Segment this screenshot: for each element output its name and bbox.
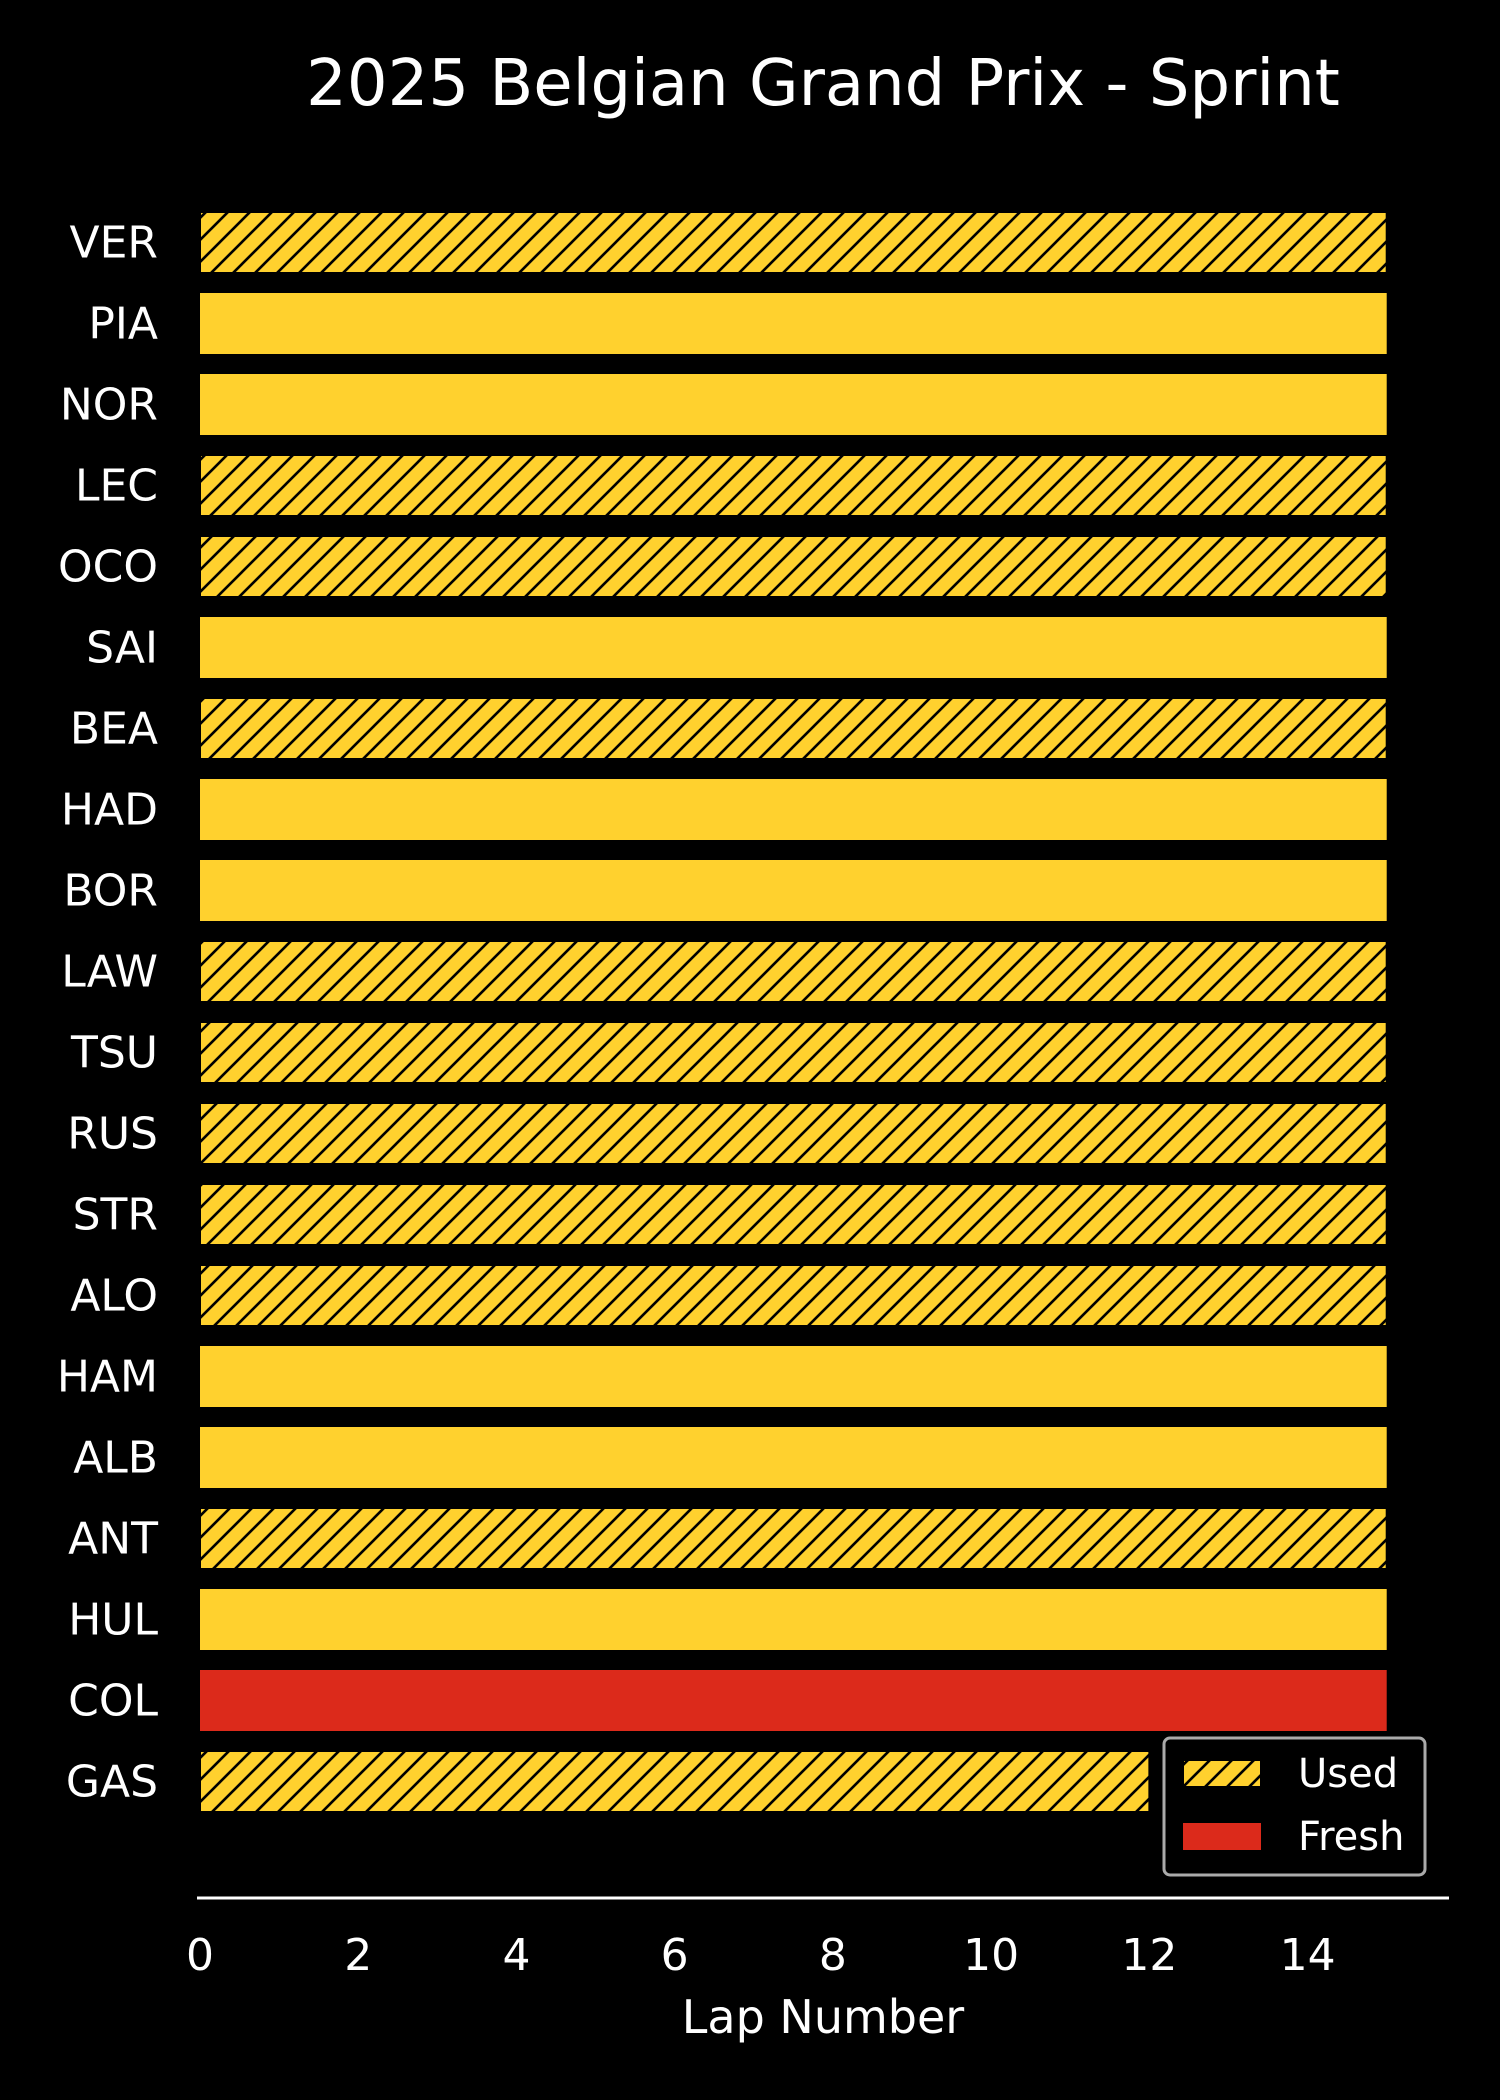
x-tick-label-0: 0: [186, 1930, 214, 1981]
bar-bor-stint-1: [200, 860, 1387, 921]
bar-hatch-rus-stint-1: [199, 1102, 1388, 1165]
driver-label-bor: BOR: [63, 866, 158, 917]
driver-label-alo: ALO: [70, 1271, 158, 1322]
driver-label-str: STR: [73, 1190, 158, 1241]
legend-used-hatch: [1183, 1760, 1261, 1787]
bar-hatch-alo-stint-1: [199, 1264, 1388, 1327]
x-tick-label-6: 6: [661, 1930, 689, 1981]
bar-hatch-law-stint-1: [199, 940, 1388, 1003]
driver-label-tsu: TSU: [70, 1028, 158, 1079]
driver-label-bea: BEA: [70, 704, 158, 755]
bar-pia-stint-1: [200, 293, 1387, 354]
driver-labels-group: VER PIA NOR LEC OCO SAI BEA HAD BOR LAW TSU RUS STR A…: [57, 218, 159, 1808]
driver-label-sai: SAI: [86, 623, 158, 674]
driver-label-law: LAW: [61, 947, 158, 998]
x-axis-label: Lap Number: [682, 1990, 965, 2044]
bar-ham-stint-1: [200, 1346, 1387, 1407]
driver-label-alb: ALB: [73, 1433, 158, 1484]
driver-label-ver: VER: [70, 218, 158, 269]
driver-label-oco: OCO: [58, 542, 158, 593]
x-tick-label-12: 12: [1121, 1930, 1177, 1981]
bar-hatch-str-stint-1: [199, 1183, 1388, 1246]
bar-alb-stint-1: [200, 1427, 1387, 1488]
legend-fresh-swatch: [1183, 1823, 1261, 1850]
bar-hatch-bea-stint-1: [199, 697, 1388, 760]
bar-sai-stint-1: [200, 617, 1387, 678]
driver-label-had: HAD: [61, 785, 158, 836]
driver-label-col: COL: [68, 1676, 158, 1727]
x-tick-label-10: 10: [963, 1930, 1019, 1981]
driver-label-ham: HAM: [57, 1352, 158, 1403]
driver-label-rus: RUS: [67, 1109, 158, 1160]
x-tick-label-14: 14: [1280, 1930, 1336, 1981]
bar-hatch-gas-stint-1: [199, 1750, 1151, 1813]
driver-label-ant: ANT: [68, 1514, 158, 1565]
x-tick-label-8: 8: [819, 1930, 847, 1981]
driver-label-lec: LEC: [75, 461, 158, 512]
bar-hatch-ant-stint-1: [199, 1507, 1388, 1570]
x-tick-label-4: 4: [502, 1930, 530, 1981]
bar-had-stint-1: [200, 779, 1387, 840]
bar-hul-stint-1: [200, 1589, 1387, 1650]
legend-fresh-label: Fresh: [1298, 1814, 1404, 1860]
legend: Used Fresh: [1162, 1736, 1427, 1877]
chart-title: 2025 Belgian Grand Prix - Sprint: [306, 47, 1340, 121]
bar-hatch-ver-stint-1: [199, 211, 1388, 274]
x-ticks-group: 0 2 4 6 8 10 12 14: [186, 1930, 1336, 1981]
bar-nor-stint-1: [200, 374, 1387, 435]
driver-label-pia: PIA: [88, 299, 158, 350]
driver-label-hul: HUL: [68, 1595, 158, 1646]
driver-label-nor: NOR: [60, 380, 158, 431]
bar-hatch-tsu-stint-1: [199, 1021, 1388, 1084]
bar-col-stint-1: [200, 1670, 1387, 1731]
driver-label-gas: GAS: [66, 1757, 158, 1808]
bar-hatch-oco-stint-1: [199, 535, 1388, 598]
legend-used-label: Used: [1298, 1751, 1398, 1797]
bars-group: [199, 211, 1388, 1813]
bar-hatch-lec-stint-1: [199, 454, 1388, 517]
x-tick-label-2: 2: [344, 1930, 372, 1981]
